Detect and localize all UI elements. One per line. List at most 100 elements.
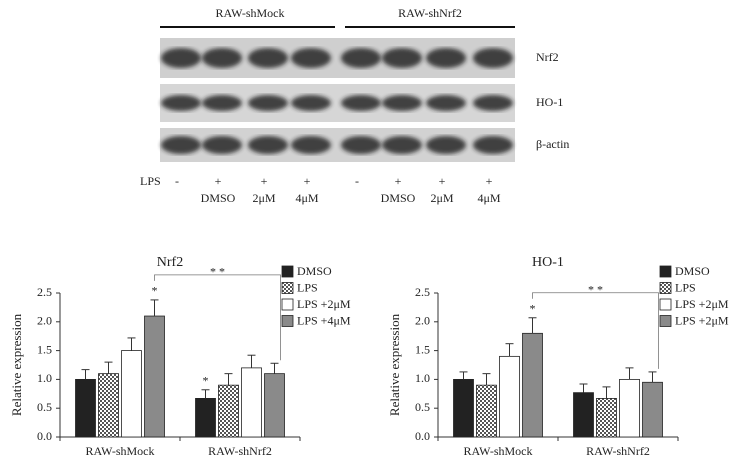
x-tick-label: RAW-shMock [463, 444, 532, 458]
legend-label: LPS +4μM [297, 313, 351, 327]
band [341, 48, 381, 68]
group-label: RAW-shNrf2 [398, 6, 462, 20]
band [473, 48, 513, 68]
lps-sign: + [486, 174, 493, 188]
lps-sign: + [304, 174, 311, 188]
bar [218, 384, 239, 438]
bar [75, 378, 96, 438]
band [473, 95, 513, 111]
group-label: RAW-shMock [215, 6, 284, 20]
band [161, 48, 201, 68]
x-tick-label: RAW-shMock [85, 444, 154, 458]
band [426, 48, 466, 68]
bar [522, 332, 543, 438]
band [382, 136, 422, 154]
legend-swatch [281, 282, 294, 294]
condition-label: 4μM [295, 191, 318, 205]
comparison-label: * * [588, 283, 603, 297]
chart-title: HO-1 [532, 255, 564, 270]
comparison-bracket [154, 274, 281, 361]
condition-label: 4μM [477, 191, 500, 205]
bar [476, 384, 497, 438]
bar [596, 398, 617, 438]
treatment-label: LPS [140, 174, 161, 188]
band [248, 48, 288, 68]
significance: * [203, 374, 209, 388]
legend-swatch [659, 265, 672, 278]
y-tick-label: 2.5 [415, 285, 430, 299]
y-tick-label: 0.5 [37, 400, 52, 414]
chart-title: Nrf2 [157, 255, 183, 270]
bar [453, 378, 474, 438]
bar [642, 381, 663, 438]
bar [499, 355, 520, 438]
band [291, 136, 331, 154]
row-label: Nrf2 [536, 50, 559, 64]
band [161, 95, 201, 111]
band [248, 95, 288, 111]
band [248, 136, 288, 154]
bar [121, 350, 142, 438]
bar [619, 378, 640, 438]
y-tick-label: 1.0 [37, 371, 52, 385]
band [291, 95, 331, 111]
y-axis-label: Relative expression [9, 313, 24, 416]
lps-sign: + [261, 174, 268, 188]
band [161, 136, 201, 154]
lps-sign: - [175, 174, 179, 188]
y-tick-label: 0.0 [415, 429, 430, 443]
y-tick-label: 2.0 [37, 314, 52, 328]
lps-sign: + [395, 174, 402, 188]
row-label: HO-1 [536, 95, 563, 109]
legend-label: LPS [297, 280, 318, 294]
band [202, 136, 242, 154]
row-label: β-actin [536, 137, 569, 151]
legend-label: LPS +2μM [675, 297, 729, 311]
lps-sign: - [355, 174, 359, 188]
significance: * [530, 302, 536, 316]
condition-label: 2μM [252, 191, 275, 205]
legend-label: DMSO [297, 264, 332, 278]
legend-label: LPS [675, 280, 696, 294]
legend-label: LPS +2μM [297, 297, 351, 311]
legend-label: DMSO [675, 264, 710, 278]
condition-label: DMSO [381, 191, 416, 205]
band [382, 95, 422, 111]
band [291, 48, 331, 68]
band [382, 48, 422, 68]
comparison-bracket [532, 292, 659, 369]
legend-swatch [281, 265, 294, 278]
legend-swatch [659, 298, 672, 311]
y-tick-label: 2.0 [415, 314, 430, 328]
condition-label: DMSO [201, 191, 236, 205]
band [426, 136, 466, 154]
band [473, 136, 513, 154]
condition-label: 2μM [430, 191, 453, 205]
bar [144, 315, 165, 438]
band [202, 48, 242, 68]
legend-swatch [659, 315, 672, 327]
lps-sign: + [215, 174, 222, 188]
legend-label: LPS +2μM [675, 313, 729, 327]
y-tick-label: 1.5 [37, 342, 52, 356]
y-tick-label: 2.5 [37, 285, 52, 299]
band [426, 95, 466, 111]
legend-swatch [281, 315, 294, 327]
bar [573, 392, 594, 438]
bar [195, 398, 216, 438]
y-tick-label: 1.0 [415, 371, 430, 385]
lps-sign: + [439, 174, 446, 188]
band [341, 95, 381, 111]
y-tick-label: 0.0 [37, 429, 52, 443]
bar [241, 367, 262, 438]
legend-swatch [281, 298, 294, 311]
legend-swatch [659, 282, 672, 294]
comparison-label: * * [210, 265, 225, 279]
band [202, 95, 242, 111]
x-tick-label: RAW-shNrf2 [586, 444, 650, 458]
band [341, 136, 381, 154]
bar [264, 373, 285, 438]
y-axis-label: Relative expression [387, 313, 402, 416]
x-tick-label: RAW-shNrf2 [208, 444, 272, 458]
